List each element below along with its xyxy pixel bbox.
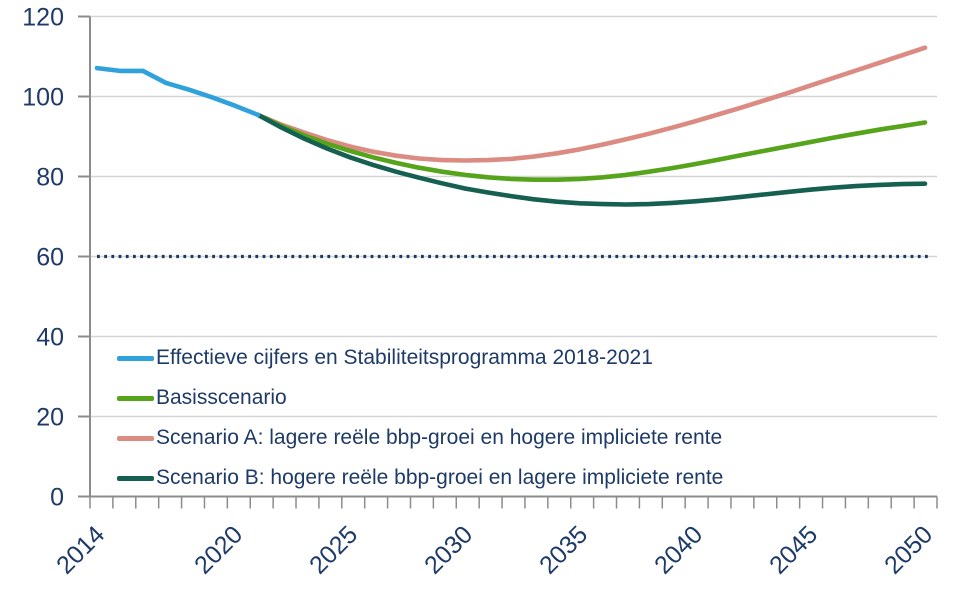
- legend-label: Effectieve cijfers en Stabiliteitsprogra…: [156, 346, 653, 369]
- legend-item-basisscenario: Basisscenario: [117, 378, 723, 418]
- legend-line-swatch-blue: [117, 355, 154, 361]
- x-tick-label-2050: 2050: [879, 520, 938, 579]
- x-tick-label-2020: 2020: [189, 520, 248, 579]
- series-line-1: [255, 112, 928, 182]
- series-line-0: [94, 65, 261, 118]
- legend-line-swatch-darkgreen: [117, 475, 154, 481]
- y-tick-label-40: 40: [36, 324, 64, 352]
- y-tick-label-100: 100: [22, 84, 64, 112]
- series-line-2: [255, 45, 928, 163]
- legend-item-scenario-b: Scenario B: hogere reële bbp-groei en la…: [117, 458, 723, 498]
- legend-item-effectieve-cijfers: Effectieve cijfers en Stabiliteitsprogra…: [117, 338, 723, 378]
- x-tick-label-2030: 2030: [419, 520, 478, 579]
- legend-item-scenario-a: Scenario A: lagere reële bbp-groei en ho…: [117, 418, 723, 458]
- y-tick-label-80: 80: [36, 164, 64, 192]
- chart-legend: Effectieve cijfers en Stabiliteitsprogra…: [117, 338, 723, 498]
- legend-line-swatch-salmon: [117, 435, 154, 441]
- y-tick-label-20: 20: [36, 404, 64, 432]
- legend-label: Scenario B: hogere reële bbp-groei en la…: [156, 466, 724, 489]
- legend-label: Basisscenario: [156, 386, 287, 409]
- x-tick-label-2014: 2014: [51, 520, 110, 579]
- legend-line-swatch-green: [117, 395, 154, 401]
- series-line-3: [255, 112, 928, 207]
- y-tick-label-60: 60: [36, 244, 64, 272]
- y-tick-label-120: 120: [22, 4, 64, 32]
- legend-label: Scenario A: lagere reële bbp-groei en ho…: [156, 426, 723, 449]
- y-tick-label-0: 0: [50, 484, 64, 512]
- x-tick-label-2035: 2035: [534, 520, 593, 579]
- x-tick-label-2040: 2040: [649, 520, 708, 579]
- x-tick-label-2025: 2025: [304, 520, 363, 579]
- x-tick-label-2045: 2045: [764, 520, 823, 579]
